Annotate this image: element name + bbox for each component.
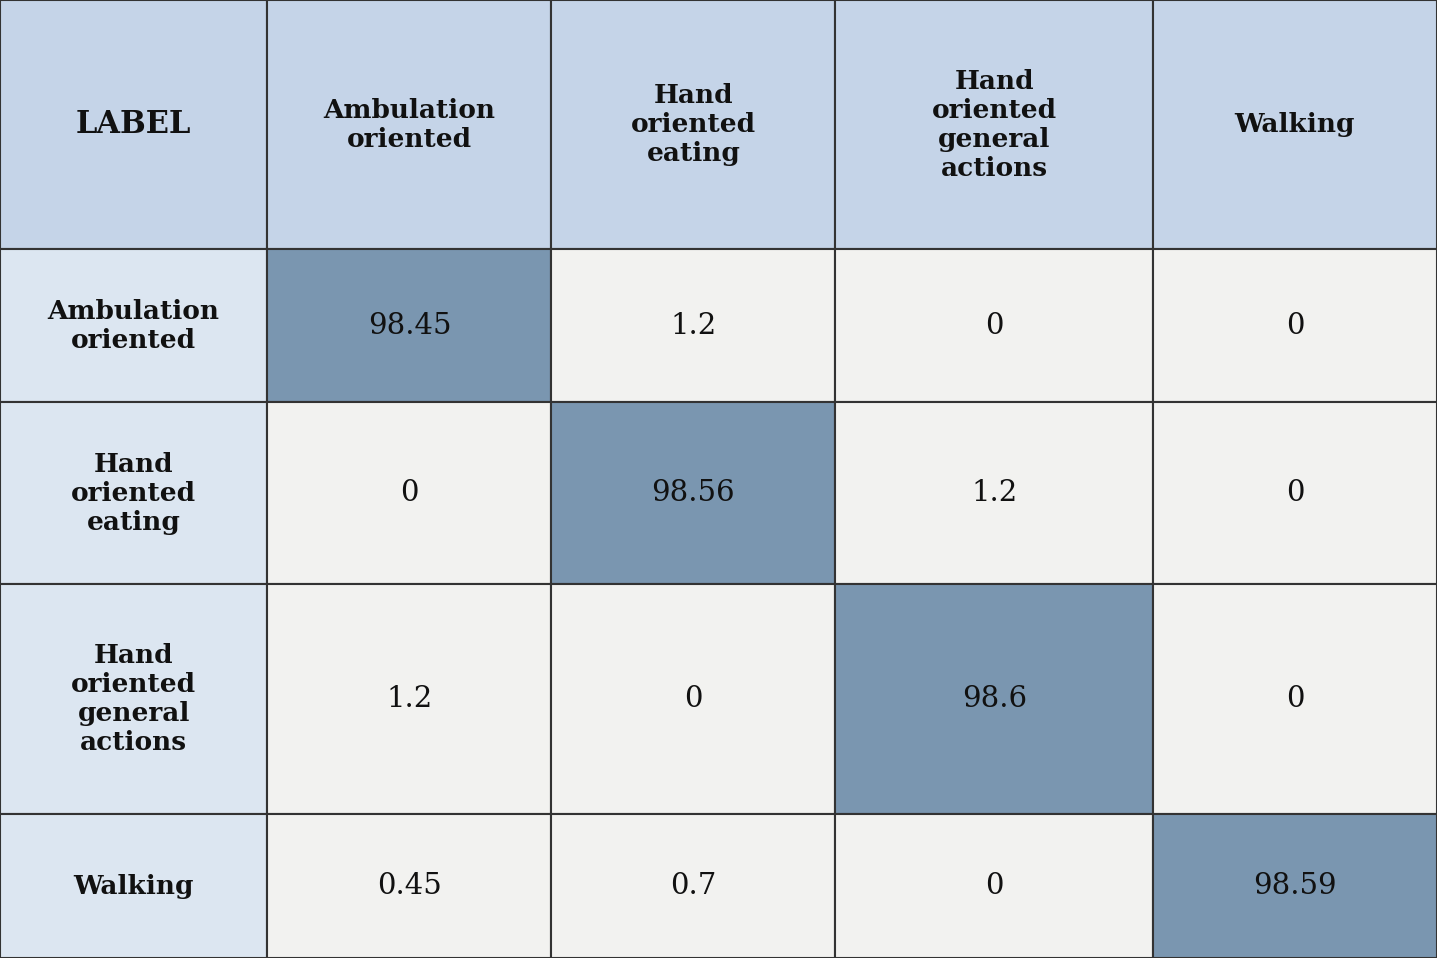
Text: 0: 0 [684, 685, 703, 714]
Text: 1.2: 1.2 [387, 685, 433, 714]
Text: 0: 0 [399, 479, 418, 508]
Bar [552, 584, 835, 814]
Text: LABEL: LABEL [76, 109, 191, 140]
Text: 0: 0 [1286, 479, 1305, 508]
Bar [1152, 814, 1437, 958]
Bar [835, 814, 1152, 958]
Text: 0: 0 [984, 872, 1003, 901]
Bar [267, 0, 552, 249]
Text: 98.45: 98.45 [368, 311, 451, 340]
Bar [267, 584, 552, 814]
Bar [0, 584, 267, 814]
Text: Walking: Walking [1234, 112, 1355, 137]
Bar [0, 249, 267, 402]
Text: Ambulation
oriented: Ambulation oriented [323, 98, 496, 151]
Bar [835, 249, 1152, 402]
Bar [267, 402, 552, 584]
Bar [552, 402, 835, 584]
Bar [1152, 402, 1437, 584]
Text: Hand
oriented
eating: Hand oriented eating [631, 83, 756, 166]
Bar [0, 402, 267, 584]
Bar [1152, 0, 1437, 249]
Bar [552, 249, 835, 402]
Text: Walking: Walking [73, 874, 194, 899]
Text: 98.6: 98.6 [961, 685, 1027, 714]
Bar [1152, 584, 1437, 814]
Bar [1152, 249, 1437, 402]
Bar [552, 814, 835, 958]
Text: 0: 0 [1286, 685, 1305, 714]
Text: 1.2: 1.2 [670, 311, 717, 340]
Text: Ambulation
oriented: Ambulation oriented [47, 299, 220, 353]
Text: 98.59: 98.59 [1253, 872, 1336, 901]
Text: Hand
oriented
eating: Hand oriented eating [70, 452, 197, 535]
Text: 0.45: 0.45 [376, 872, 441, 901]
Bar [0, 0, 267, 249]
Bar [552, 0, 835, 249]
Text: 0: 0 [1286, 311, 1305, 340]
Text: Hand
oriented
general
actions: Hand oriented general actions [931, 69, 1056, 180]
Bar [0, 814, 267, 958]
Text: 1.2: 1.2 [971, 479, 1017, 508]
Bar [267, 249, 552, 402]
Text: Hand
oriented
general
actions: Hand oriented general actions [70, 644, 197, 755]
Text: 98.56: 98.56 [651, 479, 736, 508]
Bar [267, 814, 552, 958]
Text: 0: 0 [984, 311, 1003, 340]
Text: 0.7: 0.7 [670, 872, 717, 901]
Bar [835, 0, 1152, 249]
Bar [835, 402, 1152, 584]
Bar [835, 584, 1152, 814]
